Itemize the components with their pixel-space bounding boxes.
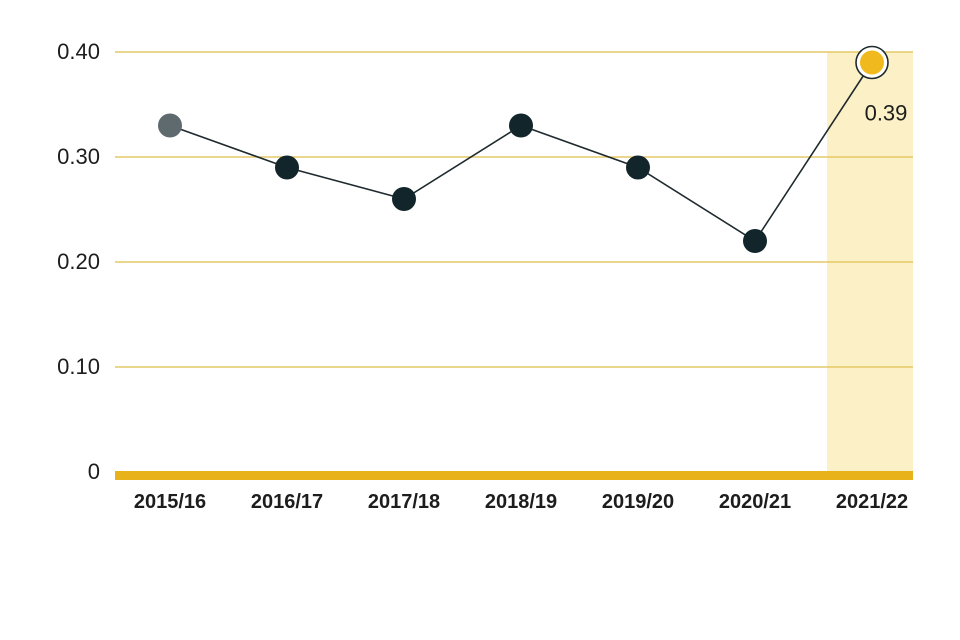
data-points xyxy=(158,45,889,253)
y-tick-label: 0 xyxy=(88,459,100,484)
series-line xyxy=(169,62,873,243)
data-point xyxy=(392,187,416,211)
x-tick-label: 2019/20 xyxy=(602,491,674,513)
x-axis-baseline xyxy=(115,471,913,480)
y-tick-label: 0.10 xyxy=(57,354,100,379)
highlight-data-point xyxy=(860,50,884,75)
x-tick-label: 2017/18 xyxy=(368,491,440,513)
x-axis-labels: 2015/16 2016/17 2017/18 2018/19 2019/20 2020/… xyxy=(134,491,908,513)
y-tick-label: 0.30 xyxy=(57,144,100,169)
data-point xyxy=(158,113,182,138)
x-tick-label: 2016/17 xyxy=(251,491,323,513)
x-tick-label: 2021/22 xyxy=(836,491,908,513)
data-point xyxy=(275,155,299,180)
x-tick-label: 2020/21 xyxy=(719,491,791,513)
y-tick-label: 0.40 xyxy=(57,39,100,64)
x-tick-label: 2018/19 xyxy=(485,491,557,513)
data-point xyxy=(626,155,650,180)
highlight-data-label: 0.39 xyxy=(865,101,908,126)
gridlines xyxy=(115,51,913,368)
x-tick-label: 2015/16 xyxy=(134,491,206,513)
y-axis-labels: 0 0.10 0.20 0.30 0.40 xyxy=(57,39,100,484)
data-point xyxy=(743,229,767,253)
data-point xyxy=(509,113,533,138)
y-tick-label: 0.20 xyxy=(57,249,100,274)
